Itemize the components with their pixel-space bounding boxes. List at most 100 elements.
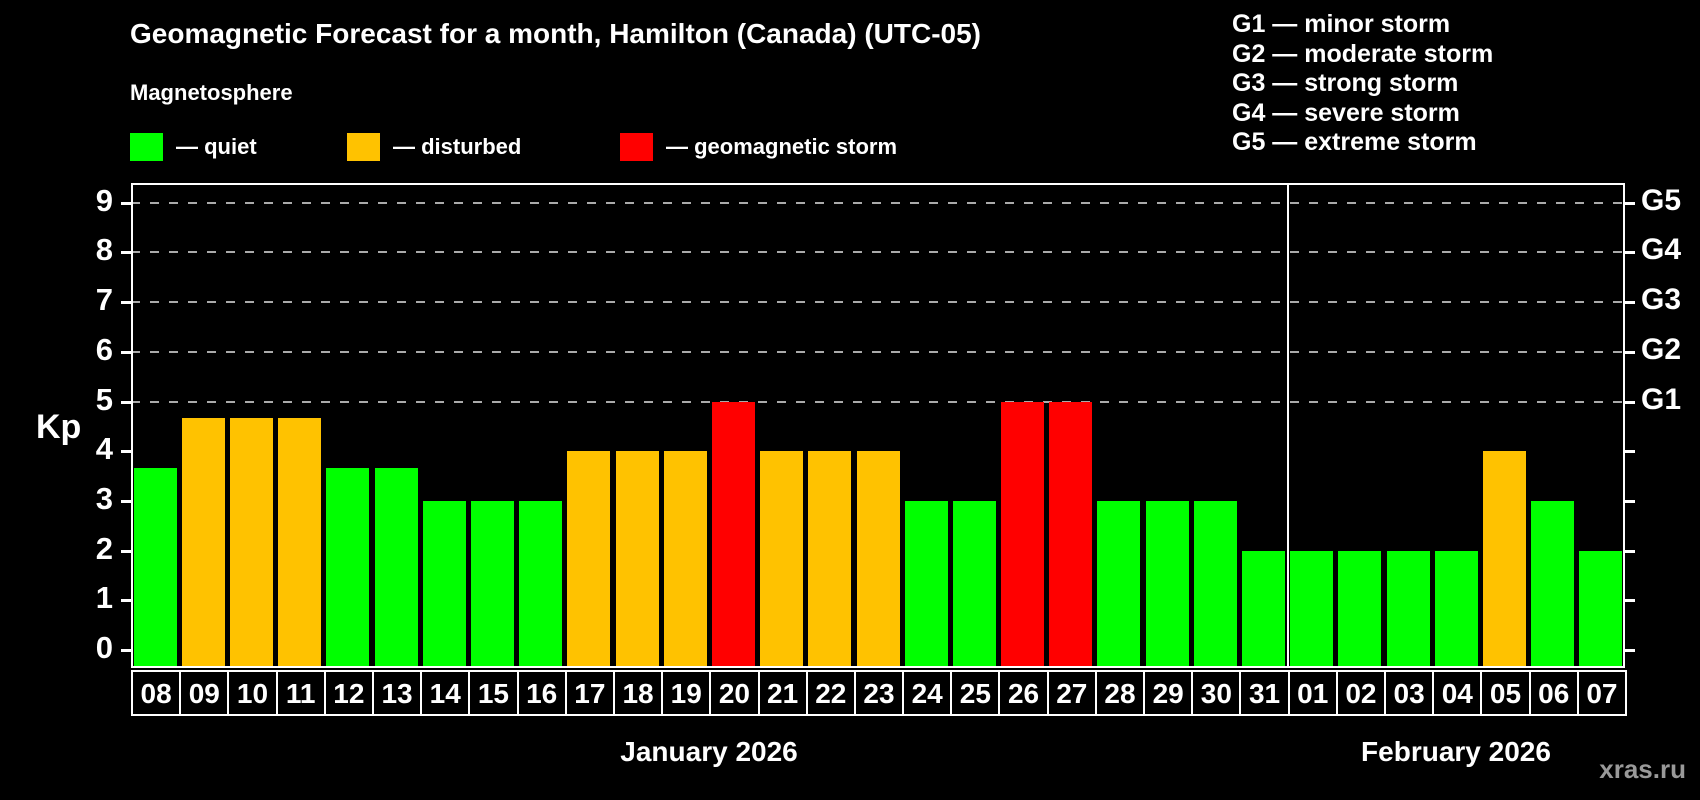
gridline-kp-6 bbox=[131, 350, 1625, 353]
day-label-20: 20 bbox=[709, 670, 760, 716]
month-divider-line bbox=[1286, 183, 1289, 668]
g-scale-legend: G1 — minor storm G2 — moderate storm G3 — … bbox=[1232, 10, 1493, 158]
day-label-02: 02 bbox=[1335, 670, 1387, 716]
day-label-24: 24 bbox=[902, 670, 953, 716]
day-label-28: 28 bbox=[1094, 670, 1146, 716]
g-legend-line-4: G4 — severe storm bbox=[1232, 98, 1460, 127]
day-label-17: 17 bbox=[564, 670, 615, 716]
y-axis-label-5: 5 bbox=[95, 381, 113, 417]
day-label-08: 08 bbox=[131, 670, 182, 716]
y-axis-label-8: 8 bbox=[95, 232, 113, 268]
kp-bar-19 bbox=[663, 451, 707, 666]
day-label-03: 03 bbox=[1384, 670, 1435, 716]
y-tick-right-1 bbox=[1625, 599, 1635, 603]
day-label-30: 30 bbox=[1191, 670, 1242, 716]
y-tick-right-4 bbox=[1625, 450, 1635, 454]
y-axis-label-9: 9 bbox=[95, 182, 113, 218]
kp-bar-24 bbox=[904, 500, 948, 666]
day-label-29: 29 bbox=[1143, 670, 1194, 716]
kp-bar-15 bbox=[470, 500, 514, 666]
day-label-21: 21 bbox=[757, 670, 808, 716]
magnetosphere-label: Magnetosphere bbox=[130, 80, 293, 105]
kp-bar-12 bbox=[326, 467, 370, 666]
y-tick-right-6 bbox=[1625, 350, 1635, 354]
day-label-26: 26 bbox=[998, 670, 1049, 716]
legend-item-quiet: — quiet bbox=[130, 131, 257, 163]
legend-label-disturbed: — disturbed bbox=[393, 134, 522, 159]
y-tick-left-4 bbox=[121, 450, 131, 454]
y-tick-left-2 bbox=[121, 549, 131, 553]
kp-bar-18 bbox=[615, 451, 659, 666]
legend-item-disturbed: — disturbed bbox=[347, 131, 521, 163]
y-tick-left-8 bbox=[121, 251, 131, 255]
day-label-22: 22 bbox=[805, 670, 856, 716]
kp-bar-08 bbox=[133, 467, 177, 666]
day-label-25: 25 bbox=[950, 670, 1001, 716]
kp-bar-31 bbox=[1242, 550, 1286, 666]
kp-bar-16 bbox=[519, 500, 563, 666]
y-tick-left-3 bbox=[121, 499, 131, 503]
day-label-19: 19 bbox=[661, 670, 712, 716]
y-tick-right-7 bbox=[1625, 301, 1635, 305]
legend-label-quiet: — quiet bbox=[176, 134, 257, 159]
day-label-12: 12 bbox=[323, 670, 374, 716]
y-tick-left-7 bbox=[121, 301, 131, 305]
y-tick-right-0 bbox=[1625, 649, 1635, 652]
day-label-27: 27 bbox=[1046, 670, 1097, 716]
kp-bar-14 bbox=[422, 500, 466, 666]
day-label-31: 31 bbox=[1239, 670, 1290, 716]
y-axis-label-4: 4 bbox=[95, 431, 113, 467]
kp-bar-23 bbox=[856, 451, 900, 666]
chart-title: Geomagnetic Forecast for a month, Hamilt… bbox=[130, 18, 981, 49]
storm-color-swatch bbox=[620, 133, 653, 161]
y-tick-left-9 bbox=[121, 201, 131, 205]
g-legend-line-1: G1 — minor storm bbox=[1232, 10, 1451, 38]
y-axis-label-7: 7 bbox=[95, 282, 113, 318]
kp-bar-07 bbox=[1579, 550, 1623, 666]
y-tick-right-5 bbox=[1625, 400, 1635, 404]
day-label-16: 16 bbox=[516, 670, 567, 716]
kp-bar-27 bbox=[1049, 401, 1093, 666]
kp-bar-04 bbox=[1434, 550, 1478, 666]
day-label-09: 09 bbox=[179, 670, 230, 716]
day-label-18: 18 bbox=[612, 670, 664, 716]
y-tick-left-1 bbox=[121, 599, 131, 603]
legend-item-storm: — geomagnetic storm bbox=[620, 131, 897, 163]
day-label-13: 13 bbox=[371, 670, 423, 716]
kp-bar-06 bbox=[1531, 500, 1575, 666]
y-axis-label-2: 2 bbox=[95, 530, 113, 566]
day-label-07: 07 bbox=[1576, 670, 1627, 716]
y-axis-label-3: 3 bbox=[95, 480, 113, 516]
day-label-10: 10 bbox=[227, 670, 278, 716]
gridline-kp-9 bbox=[131, 201, 1625, 204]
kp-bar-10 bbox=[229, 417, 273, 666]
day-label-14: 14 bbox=[420, 670, 471, 716]
disturbed-color-swatch bbox=[347, 133, 380, 161]
y-tick-left-5 bbox=[121, 400, 131, 404]
day-label-15: 15 bbox=[468, 670, 519, 716]
kp-bar-20 bbox=[711, 401, 755, 666]
gridline-kp-7 bbox=[131, 301, 1625, 304]
gridline-kp-8 bbox=[131, 251, 1625, 254]
g-legend-line-5: G5 — extreme storm bbox=[1232, 128, 1477, 156]
kp-bar-28 bbox=[1097, 500, 1141, 666]
y-tick-right-2 bbox=[1625, 549, 1635, 553]
kp-bar-02 bbox=[1338, 550, 1382, 666]
gridline-kp-5 bbox=[131, 400, 1625, 403]
kp-bar-25 bbox=[952, 500, 996, 666]
kp-bar-13 bbox=[374, 467, 418, 666]
g-scale-label-G4: G4 bbox=[1641, 233, 1682, 267]
kp-bar-29 bbox=[1145, 500, 1189, 666]
day-label-01: 01 bbox=[1287, 670, 1338, 716]
y-axis-title: Kp bbox=[36, 408, 82, 446]
y-axis-label-1: 1 bbox=[95, 580, 113, 616]
y-tick-left-6 bbox=[121, 350, 131, 354]
g-scale-label-G3: G3 bbox=[1641, 283, 1682, 317]
day-label-23: 23 bbox=[853, 670, 905, 716]
kp-bar-03 bbox=[1386, 550, 1430, 666]
kp-bar-21 bbox=[760, 451, 804, 666]
day-label-11: 11 bbox=[275, 670, 326, 716]
y-tick-right-3 bbox=[1625, 499, 1635, 503]
day-label-04: 04 bbox=[1432, 670, 1483, 716]
